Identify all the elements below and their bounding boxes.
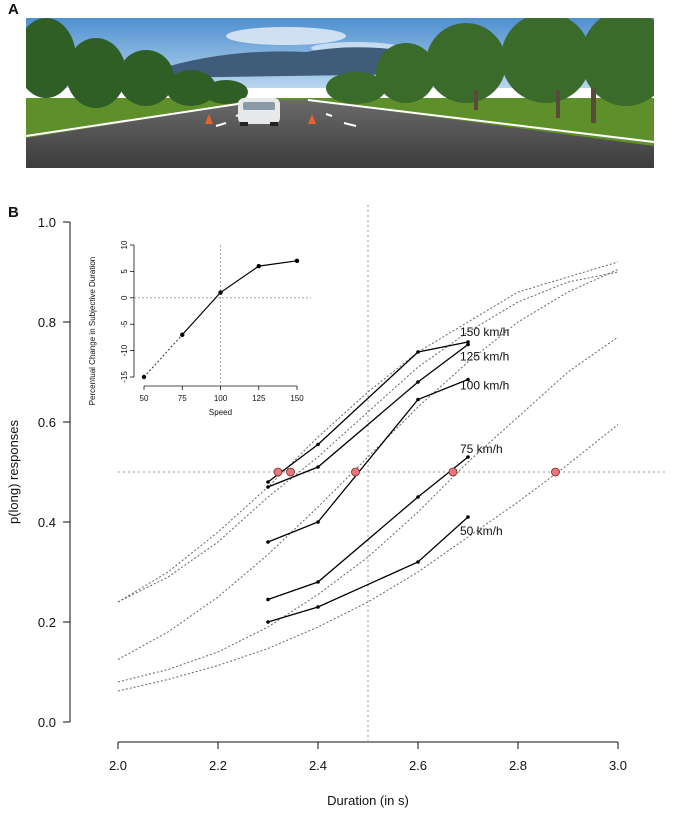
series-line <box>267 516 469 623</box>
data-point <box>416 495 420 499</box>
traffic-cone-right <box>308 114 316 124</box>
pse-marker <box>286 467 295 477</box>
data-point <box>316 465 320 469</box>
data-point <box>266 480 270 484</box>
inset-x-axis-title: Speed <box>209 408 232 417</box>
series-line <box>267 343 469 488</box>
x-tick-label: 2.2 <box>209 758 227 773</box>
road-edge-right <box>307 99 654 143</box>
y-tick-label: 1.0 <box>38 215 56 230</box>
traffic-cone-left <box>205 114 213 124</box>
series-label: 50 km/h <box>460 524 503 538</box>
data-point <box>316 520 320 524</box>
inset-y-tick-label: -5 <box>120 320 129 328</box>
inset-x-tick-label: 100 <box>214 394 228 403</box>
panel-b-label: B <box>8 204 19 221</box>
data-point <box>466 342 470 347</box>
data-point <box>266 620 270 624</box>
data-point <box>266 597 270 602</box>
inset-x-tick-label: 150 <box>290 394 304 403</box>
y-tick-label: 0.4 <box>38 515 56 530</box>
y-axis-title: p(long) responses <box>6 419 21 524</box>
pse-marker <box>551 467 560 477</box>
inset-series-line <box>181 260 298 336</box>
inset-y-axis-title: Percentual Change in Subjective Duration <box>88 257 97 406</box>
x-tick-label: 2.4 <box>309 758 327 773</box>
inset-data-point <box>256 263 261 269</box>
data-point <box>316 442 320 447</box>
tree-line-left <box>26 18 248 108</box>
inset-y-tick-label: 0 <box>120 295 129 300</box>
inset-x-tick-label: 75 <box>178 394 187 403</box>
inset-data-point <box>294 258 300 264</box>
fit-curve <box>117 261 619 603</box>
inset-y-tick-label: 10 <box>120 240 129 249</box>
inset-x-tick-label: 50 <box>140 394 149 403</box>
data-point <box>266 540 270 544</box>
data-point <box>466 455 470 459</box>
data-point <box>316 580 320 584</box>
inset-x-tick-label: 125 <box>252 394 266 403</box>
inset-y-tick-label: 5 <box>120 269 129 274</box>
x-tick-label: 2.6 <box>409 758 427 773</box>
data-point <box>416 350 420 354</box>
panel-a-label: A <box>8 1 19 18</box>
pse-marker <box>448 467 458 477</box>
inset-extrapolated-line <box>143 334 183 378</box>
series-line <box>267 378 469 543</box>
inset-data-point <box>141 374 147 380</box>
series-label: 75 km/h <box>460 442 503 456</box>
series-label: 100 km/h <box>460 379 509 393</box>
x-tick-label: 2.0 <box>109 758 127 773</box>
y-tick-label: 0.2 <box>38 615 56 630</box>
x-axis-title: Duration (in s) <box>327 793 409 808</box>
series-label: 150 km/h <box>460 325 509 339</box>
data-point <box>416 397 420 402</box>
inset-data-point <box>180 332 185 337</box>
y-tick-label: 0.8 <box>38 315 56 330</box>
data-point <box>316 605 320 609</box>
data-point <box>466 377 470 382</box>
road-edge-left <box>26 99 265 137</box>
tree-line-right <box>326 18 654 106</box>
inset-data-point <box>218 290 223 295</box>
cloud <box>226 27 346 45</box>
road <box>26 100 654 168</box>
fit-curve <box>117 271 619 603</box>
data-point <box>416 380 420 384</box>
inset-y-tick-label: -10 <box>120 344 129 356</box>
driving-scene-image <box>26 18 654 168</box>
fit-curve <box>117 269 619 660</box>
data-point <box>416 560 420 564</box>
tree-trunks <box>474 88 596 123</box>
series-line <box>267 456 469 601</box>
car <box>238 98 280 126</box>
series-label: 125 km/h <box>460 350 509 364</box>
x-tick-label: 2.8 <box>509 758 527 773</box>
data-point <box>466 340 470 344</box>
lane-dash <box>325 113 357 127</box>
data-point <box>266 485 270 489</box>
pse-marker <box>351 467 360 477</box>
fit-curve <box>117 424 619 692</box>
data-point <box>466 515 470 519</box>
series-line <box>267 341 469 483</box>
y-tick-label: 0.0 <box>38 715 56 730</box>
y-tick-label: 0.6 <box>38 415 56 430</box>
inset-y-tick-label: -15 <box>120 371 129 383</box>
pse-marker <box>273 467 283 477</box>
x-tick-label: 3.0 <box>609 758 627 773</box>
